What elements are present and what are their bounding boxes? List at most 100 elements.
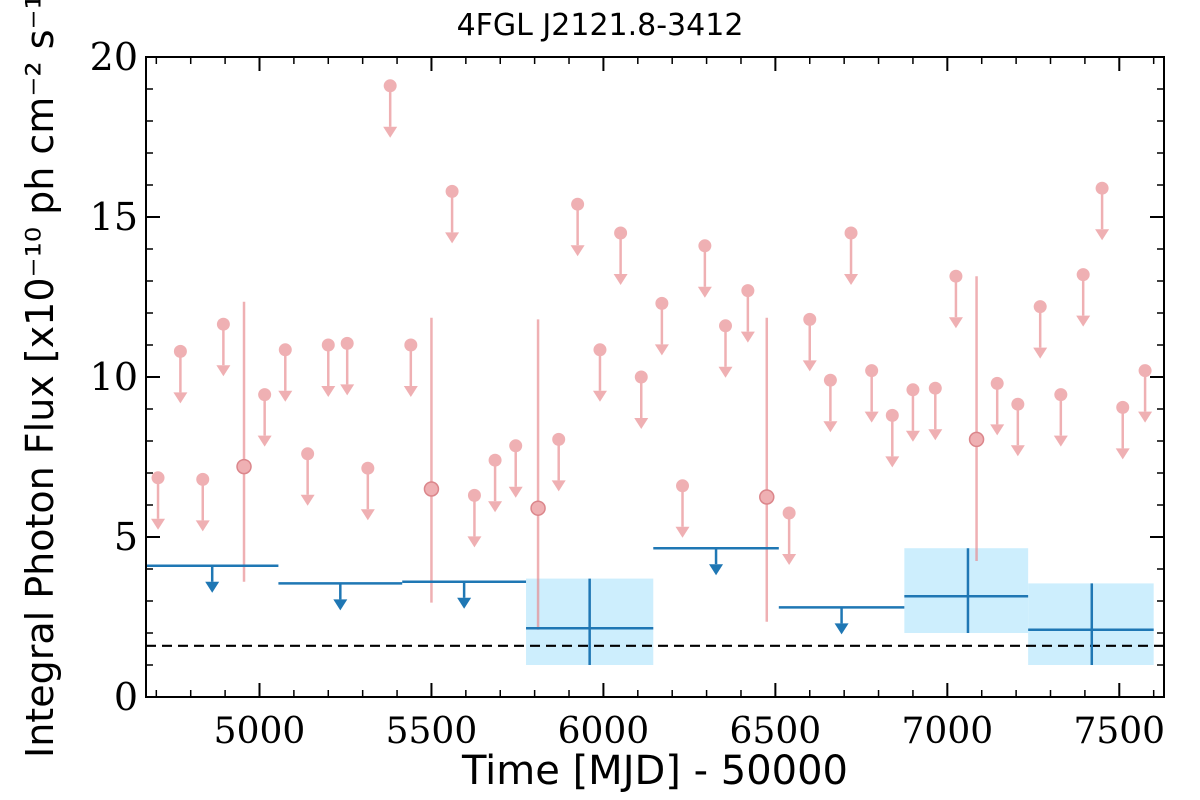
x-tick-label: 6500	[730, 711, 822, 752]
red-upper-limit	[216, 317, 231, 377]
chart-title: 4FGL J2121.8-3412	[456, 8, 744, 43]
red-upper-limit	[1033, 300, 1048, 359]
red-upper-limit	[508, 439, 523, 498]
red-limit-marker	[990, 376, 1004, 390]
red-limit-arrow	[740, 331, 755, 343]
red-limit-marker	[301, 447, 315, 461]
red-limit-marker	[614, 226, 628, 240]
red-upper-limit	[257, 388, 272, 447]
red-limit-arrow	[1095, 229, 1110, 241]
red-limit-arrow	[488, 501, 503, 513]
red-limit-arrow	[278, 390, 293, 402]
red-series-group	[151, 79, 1153, 630]
red-limit-marker	[1033, 300, 1047, 314]
red-upper-limit	[654, 296, 669, 356]
red-point-marker	[423, 481, 440, 497]
red-limit-marker	[404, 338, 418, 352]
red-limit-arrow	[151, 518, 166, 530]
red-limit-arrow	[173, 392, 188, 404]
red-limit-marker	[1138, 364, 1152, 378]
red-upper-limit	[173, 344, 188, 404]
blue-upper-limit	[402, 580, 527, 609]
red-limit-arrow	[1138, 411, 1153, 423]
red-limit-arrow	[782, 554, 797, 565]
red-upper-limit	[1095, 181, 1110, 241]
red-upper-limit	[782, 506, 797, 565]
y-tick-label: 20	[90, 35, 138, 79]
red-upper-limit	[613, 226, 628, 285]
red-limit-marker	[698, 239, 712, 253]
red-upper-limit	[718, 319, 733, 378]
red-data-point	[423, 317, 440, 603]
red-limit-marker	[593, 343, 607, 357]
red-upper-limit	[403, 338, 418, 397]
red-limit-arrow	[654, 344, 669, 356]
red-limit-arrow	[718, 366, 733, 378]
red-upper-limit	[570, 197, 585, 257]
red-limit-arrow	[257, 435, 272, 447]
red-limit-arrow	[1053, 435, 1068, 447]
red-limit-marker	[258, 388, 272, 402]
red-upper-limit	[551, 432, 566, 492]
blue-upper-limit	[146, 564, 279, 593]
red-limit-marker	[361, 461, 375, 475]
y-tick-label: 5	[114, 515, 138, 559]
red-upper-limit	[488, 453, 503, 513]
red-limit-marker	[216, 317, 230, 331]
x-tick-label: 7000	[902, 711, 994, 752]
red-upper-limit	[823, 373, 838, 433]
red-limit-arrow	[1115, 448, 1130, 460]
x-tick-label: 5500	[386, 711, 478, 752]
red-limit-arrow	[551, 480, 566, 492]
red-limit-arrow	[885, 456, 900, 468]
red-upper-limit	[1076, 268, 1091, 327]
x-axis-label: Time [MJD] - 50000	[461, 748, 849, 794]
blue-limit-arrow	[205, 581, 220, 593]
red-upper-limit	[278, 343, 293, 402]
blue-upper-limit	[653, 546, 779, 576]
red-limit-arrow	[340, 384, 355, 396]
red-limit-marker	[552, 432, 566, 446]
red-limit-arrow	[844, 274, 859, 285]
red-limit-arrow	[1010, 445, 1025, 457]
red-upper-limit	[990, 376, 1005, 436]
red-limit-marker	[1054, 388, 1068, 402]
red-upper-limit	[1053, 388, 1068, 447]
red-upper-limit	[885, 408, 900, 468]
red-point-marker	[236, 458, 252, 475]
red-limit-arrow	[634, 418, 649, 429]
red-upper-limit	[467, 488, 482, 548]
red-limit-marker	[906, 383, 920, 397]
blue-limit-arrow	[834, 623, 849, 635]
red-upper-limit	[445, 184, 460, 244]
red-upper-limit	[321, 338, 336, 397]
blue-limit-arrow	[709, 564, 724, 576]
red-limit-marker	[741, 284, 755, 298]
y-axis-label: Integral Photon Flux [x10⁻¹⁰ ph cm⁻² s⁻¹…	[18, 0, 62, 758]
red-limit-marker	[634, 370, 648, 384]
red-limit-arrow	[613, 274, 628, 285]
red-upper-limit	[675, 479, 690, 538]
red-upper-limit	[844, 226, 859, 285]
red-upper-limit	[300, 447, 315, 506]
red-limit-marker	[1116, 400, 1130, 414]
blue-limit-arrow	[333, 599, 348, 611]
red-limit-arrow	[508, 486, 523, 498]
red-upper-limit	[340, 336, 355, 396]
red-upper-limit	[802, 312, 817, 372]
red-limit-arrow	[802, 360, 817, 372]
red-limit-arrow	[905, 430, 920, 442]
red-data-point	[236, 301, 252, 582]
y-tick-label: 15	[90, 195, 138, 239]
red-limit-marker	[278, 343, 292, 357]
red-limit-marker	[509, 439, 523, 453]
red-limit-marker	[467, 488, 481, 502]
red-limit-arrow	[948, 317, 963, 329]
red-upper-limit	[195, 472, 210, 532]
red-limit-arrow	[216, 365, 231, 377]
blue-data-point	[904, 548, 1029, 633]
red-limit-marker	[844, 226, 858, 240]
red-upper-limit	[634, 370, 649, 429]
red-upper-limit	[151, 471, 166, 530]
